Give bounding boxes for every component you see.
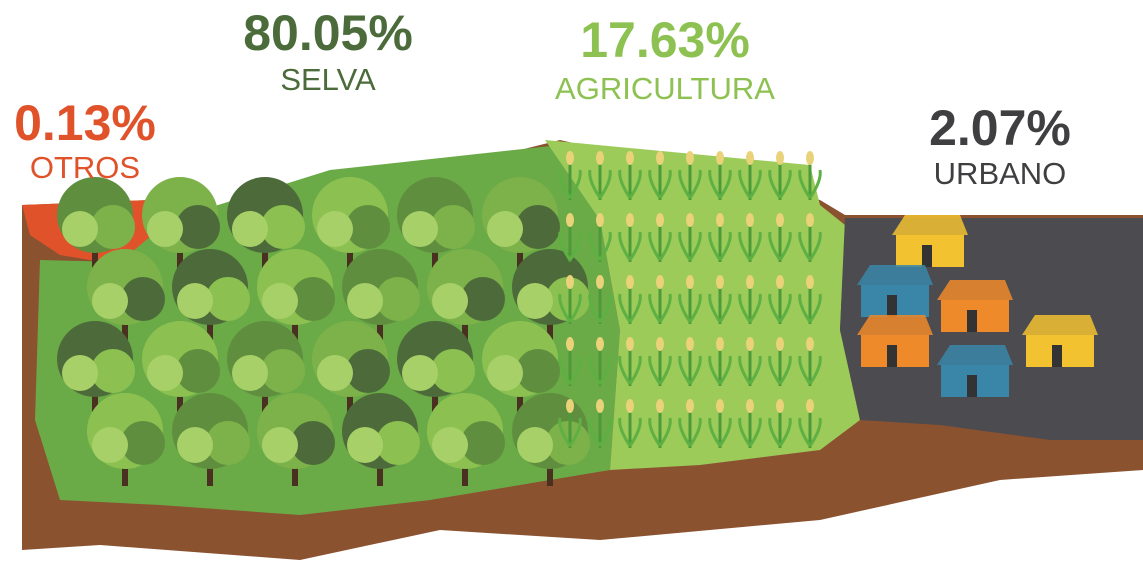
- label: SELVA: [280, 62, 376, 97]
- label: URBANO: [934, 156, 1067, 191]
- percent: 80.05%: [243, 5, 413, 61]
- corn-cob: [566, 213, 574, 227]
- tree-crown: [177, 427, 213, 463]
- corn-cob: [806, 151, 814, 165]
- house-roof: [1022, 315, 1098, 335]
- corn-cob: [776, 399, 784, 413]
- corn-cob: [806, 213, 814, 227]
- corn-cob: [566, 337, 574, 351]
- corn-cob: [806, 337, 814, 351]
- corn-cob: [656, 151, 664, 165]
- tree-crown: [62, 355, 98, 391]
- corn-cob: [686, 399, 694, 413]
- tree-crown: [317, 211, 353, 247]
- tree-crown: [317, 355, 353, 391]
- house-door: [887, 295, 897, 317]
- corn-cob: [716, 151, 724, 165]
- corn-cob: [776, 275, 784, 289]
- corn-cob: [686, 337, 694, 351]
- percent: 2.07%: [929, 100, 1071, 156]
- corn-cob: [596, 337, 604, 351]
- tree-crown: [347, 427, 383, 463]
- tree-crown: [147, 355, 183, 391]
- label: AGRICULTURA: [555, 71, 775, 106]
- tree-crown: [62, 211, 98, 247]
- corn-cob: [686, 151, 694, 165]
- tree-crown: [92, 427, 128, 463]
- corn-cob: [686, 213, 694, 227]
- tree-crown: [517, 283, 553, 319]
- corn-cob: [746, 275, 754, 289]
- tree-crown: [232, 355, 268, 391]
- corn-cob: [656, 337, 664, 351]
- corn-cob: [746, 151, 754, 165]
- tree-crown: [432, 427, 468, 463]
- tree-crown: [262, 427, 298, 463]
- percent: 0.13%: [14, 95, 156, 151]
- corn-cob: [656, 275, 664, 289]
- house-roof: [857, 265, 933, 285]
- house-door: [922, 245, 932, 267]
- label: OTROS: [30, 150, 140, 185]
- corn-cob: [656, 213, 664, 227]
- corn-cob: [716, 213, 724, 227]
- corn-cob: [596, 213, 604, 227]
- tree-crown: [92, 283, 128, 319]
- tree-crown: [487, 355, 523, 391]
- corn-cob: [626, 399, 634, 413]
- corn-cob: [596, 399, 604, 413]
- land-illustration: [22, 140, 1143, 560]
- corn-cob: [626, 151, 634, 165]
- house-roof: [937, 280, 1013, 300]
- corn-cob: [716, 275, 724, 289]
- corn-cob: [806, 275, 814, 289]
- corn-cob: [656, 399, 664, 413]
- tree-crown: [232, 211, 268, 247]
- house-roof: [892, 215, 968, 235]
- corn-cob: [776, 337, 784, 351]
- corn-cob: [626, 213, 634, 227]
- tree-crown: [347, 283, 383, 319]
- corn-cob: [596, 275, 604, 289]
- tree-crown: [432, 283, 468, 319]
- corn-cob: [566, 275, 574, 289]
- tree-crown: [402, 211, 438, 247]
- percent: 17.63%: [580, 12, 750, 68]
- house-roof: [857, 315, 933, 335]
- corn-cob: [566, 399, 574, 413]
- corn-cob: [716, 337, 724, 351]
- tree-crown: [402, 355, 438, 391]
- infographic: 0.13% OTROS 80.05% SELVA 17.63% AGRICULT…: [0, 0, 1143, 570]
- corn-cob: [596, 151, 604, 165]
- corn-cob: [776, 213, 784, 227]
- corn-cob: [806, 399, 814, 413]
- corn-cob: [746, 213, 754, 227]
- corn-cob: [746, 337, 754, 351]
- tree-crown: [177, 283, 213, 319]
- corn-cob: [686, 275, 694, 289]
- corn-cob: [776, 151, 784, 165]
- corn-cob: [716, 399, 724, 413]
- house-door: [887, 345, 897, 367]
- house-door: [967, 310, 977, 332]
- tree-crown: [147, 211, 183, 247]
- house-roof: [937, 345, 1013, 365]
- corn-cob: [626, 275, 634, 289]
- tree-crown: [262, 283, 298, 319]
- tree-crown: [517, 427, 553, 463]
- tree-crown: [487, 211, 523, 247]
- corn-cob: [626, 337, 634, 351]
- corn-cob: [746, 399, 754, 413]
- corn-cob: [566, 151, 574, 165]
- house-door: [967, 375, 977, 397]
- house-door: [1052, 345, 1062, 367]
